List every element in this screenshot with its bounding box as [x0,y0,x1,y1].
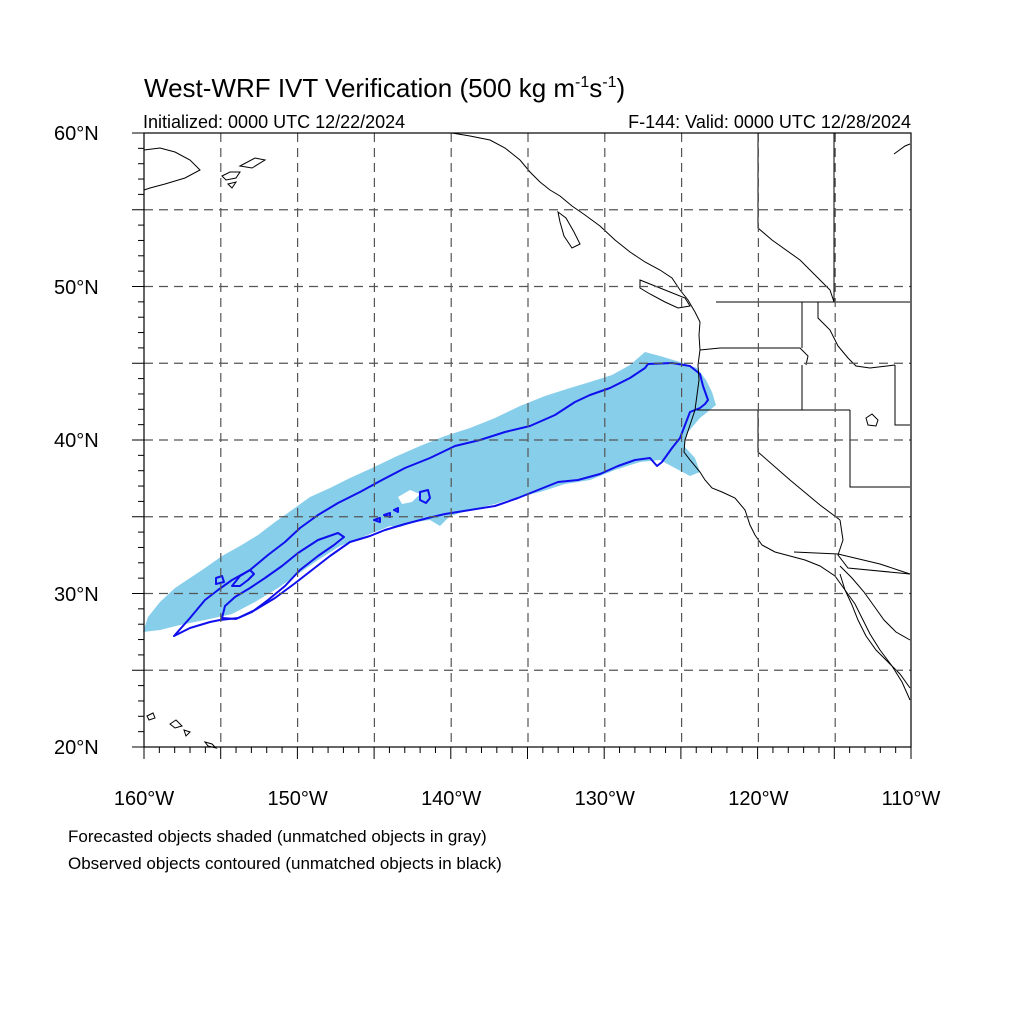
lat-label-60n: 60°N [54,123,99,145]
observed-objects [173,362,709,637]
hudson-bay-coast [893,143,911,155]
valid-time: F-144: Valid: 0000 UTC 12/28/2024 [628,112,911,132]
observed-small-contour-3 [419,489,431,504]
observed-inner-contour [221,532,345,620]
hawaii-islands [146,712,218,749]
axis-ticks [132,132,912,759]
coastlines [143,132,911,749]
lat-label-40n: 40°N [54,430,99,452]
longitude-labels: 160°W 150°W 140°W 130°W 120°W 110°W [114,788,941,810]
lon-label-110w: 110°W [882,788,941,810]
observed-small-contour-1 [231,569,255,587]
lat-lon-grid [144,133,911,747]
alaska-islands [221,157,267,189]
nevada-california [757,410,841,521]
utah-nevada [849,365,910,488]
observed-legend-note: Observed objects contoured (unmatched ob… [68,854,502,873]
pacific-northwest-coast [451,132,911,701]
latitude-labels: 60°N 50°N 40°N 30°N 20°N [54,123,99,759]
baja-peninsula [839,573,911,689]
lake-outline [865,413,879,427]
map-title: West-WRF IVT Verification (500 kg m-1s-1… [144,73,625,103]
map-panel [132,132,912,759]
lon-label-130w: 130°W [575,788,635,810]
idaho-border [801,302,896,369]
gulf-coast-mexico [839,565,911,641]
observed-ar-contour [173,362,709,637]
lon-label-140w: 140°W [421,788,481,810]
lat-label-30n: 30°N [54,584,99,606]
forecast-gap [398,490,420,504]
arizona-border [837,519,911,575]
oregon-california [697,365,850,411]
forecast-legend-note: Forecasted objects shaded (unmatched obj… [68,827,487,846]
lon-label-120w: 120°W [728,788,788,810]
alaska-coast [143,147,201,191]
canada-provinces [757,133,835,303]
vancouver-island [639,279,691,309]
us-mexico-border [793,551,911,575]
initialized-time: Initialized: 0000 UTC 12/22/2024 [143,112,405,132]
observed-small-contour-2 [215,575,225,585]
political-borders [697,133,911,575]
washington-oregon [699,347,809,366]
lon-label-160w: 160°W [114,788,174,810]
haida-gwaii [557,210,581,249]
lon-label-150w: 150°W [267,788,327,810]
lat-label-20n: 20°N [54,737,99,759]
lat-label-50n: 50°N [54,277,99,299]
observed-small-contour-4 [373,507,399,523]
